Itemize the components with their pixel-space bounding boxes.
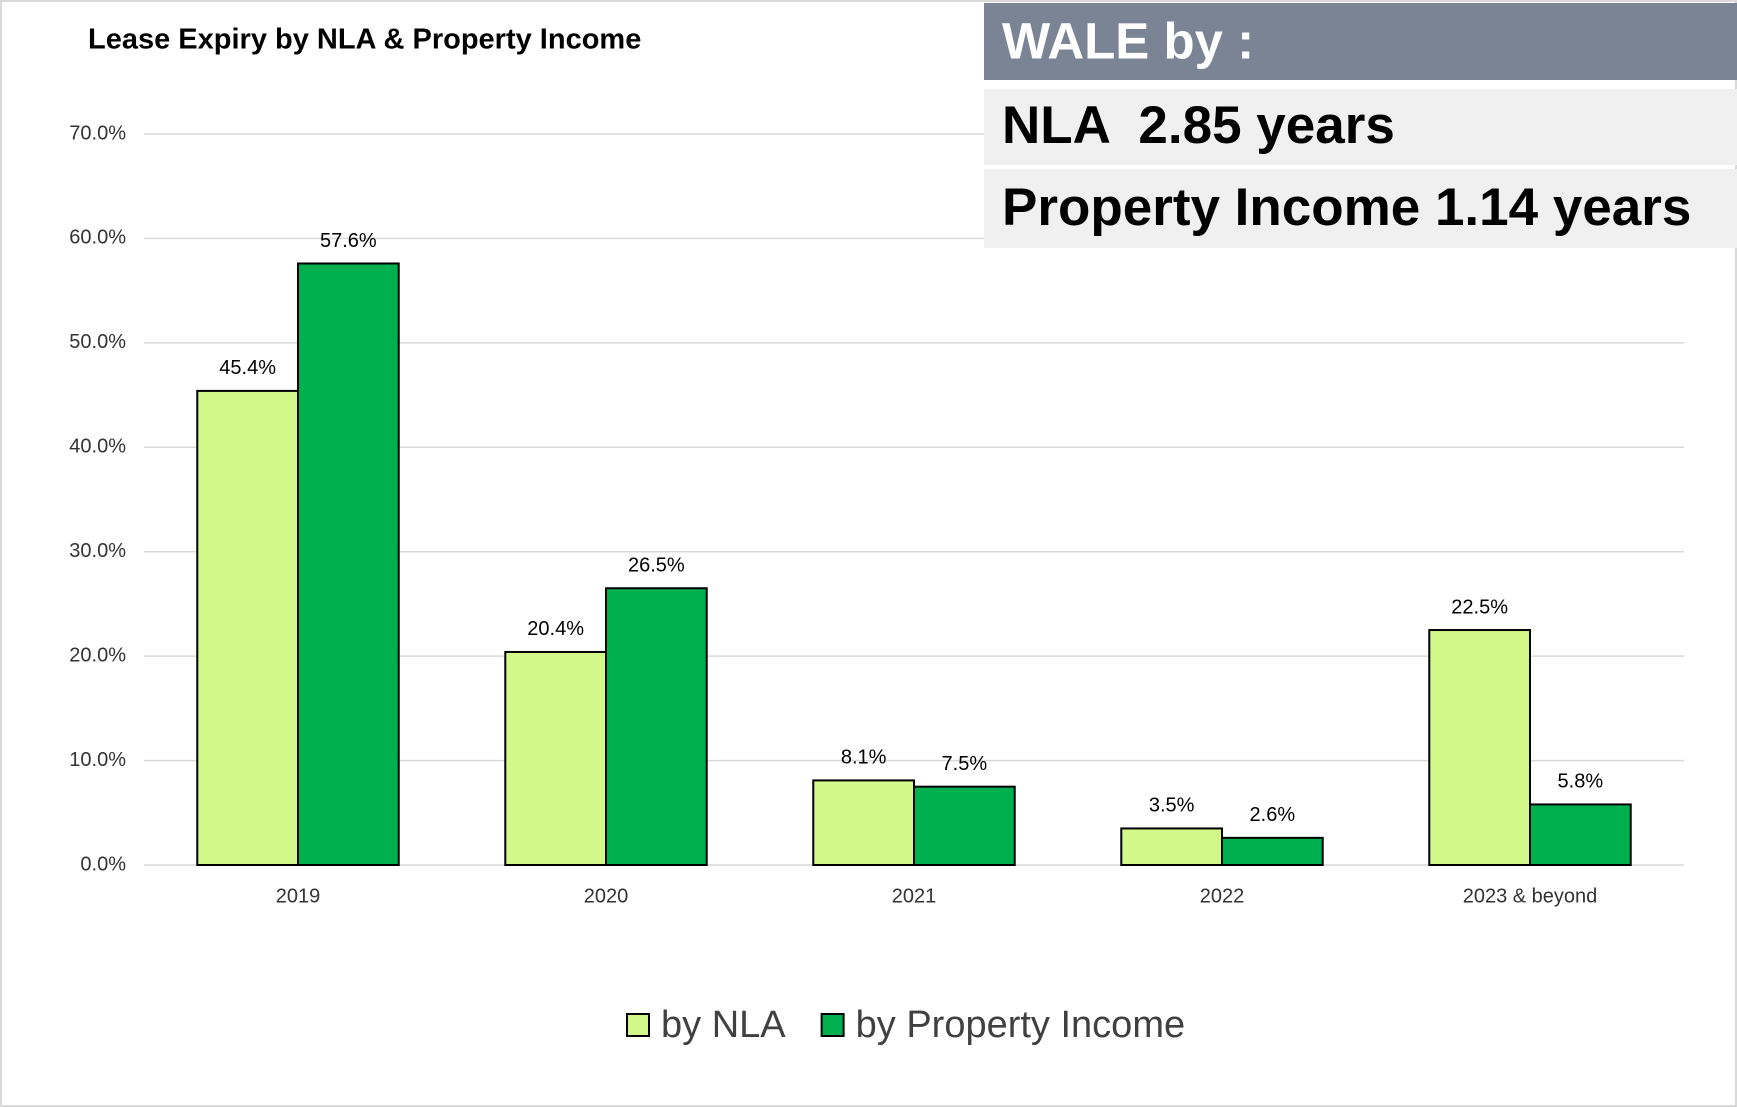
value-label: 45.4%: [219, 357, 276, 379]
bar: [913, 785, 1016, 867]
bar: [1428, 629, 1532, 866]
value-label: 7.5%: [942, 753, 988, 775]
bar: [297, 262, 400, 866]
y-tick-label: 10.0%: [69, 749, 126, 771]
wale-income: Property Income 1.14 years: [1002, 178, 1691, 237]
legend-swatch: [820, 1013, 845, 1037]
y-tick-label: 30.0%: [69, 540, 126, 562]
x-tick-label: 2019: [276, 885, 321, 907]
x-tick-label: 2022: [1200, 885, 1245, 907]
bar: [1221, 836, 1324, 866]
bar: [1529, 803, 1632, 867]
y-tick-label: 60.0%: [69, 227, 126, 249]
chart-title: Lease Expiry by NLA & Property Income: [88, 24, 641, 56]
value-label: 20.4%: [527, 618, 584, 640]
bar: [1120, 827, 1224, 867]
wale-row-bg: [984, 89, 1737, 165]
x-tick-label: 2020: [584, 885, 629, 907]
value-label: 2.6%: [1250, 804, 1296, 826]
legend-label: by Property Income: [856, 1004, 1185, 1046]
value-label: 26.5%: [628, 555, 685, 577]
bar: [812, 779, 915, 866]
x-tick-label: 2023 & beyond: [1463, 885, 1598, 907]
value-label: 3.5%: [1149, 795, 1195, 817]
bar: [504, 650, 607, 866]
wale-nla: NLA 2.85 years: [1002, 96, 1395, 155]
y-tick-label: 70.0%: [69, 122, 126, 144]
wale-header-bg: [984, 3, 1737, 80]
y-tick-label: 50.0%: [69, 331, 126, 353]
wale-row-bg: [984, 169, 1737, 248]
x-tick-label: 2021: [892, 885, 937, 907]
bar: [605, 587, 708, 866]
value-label: 57.6%: [320, 230, 377, 252]
legend-swatch: [626, 1013, 650, 1037]
wale-header: WALE by :: [1002, 12, 1254, 69]
y-tick-label: 20.0%: [69, 644, 126, 666]
value-label: 5.8%: [1558, 771, 1604, 793]
y-tick-label: 0.0%: [80, 853, 126, 875]
legend-label: by NLA: [661, 1004, 786, 1046]
bar: [196, 389, 299, 866]
value-label: 22.5%: [1451, 596, 1508, 618]
y-tick-label: 40.0%: [69, 436, 126, 458]
value-label: 8.1%: [841, 747, 887, 769]
